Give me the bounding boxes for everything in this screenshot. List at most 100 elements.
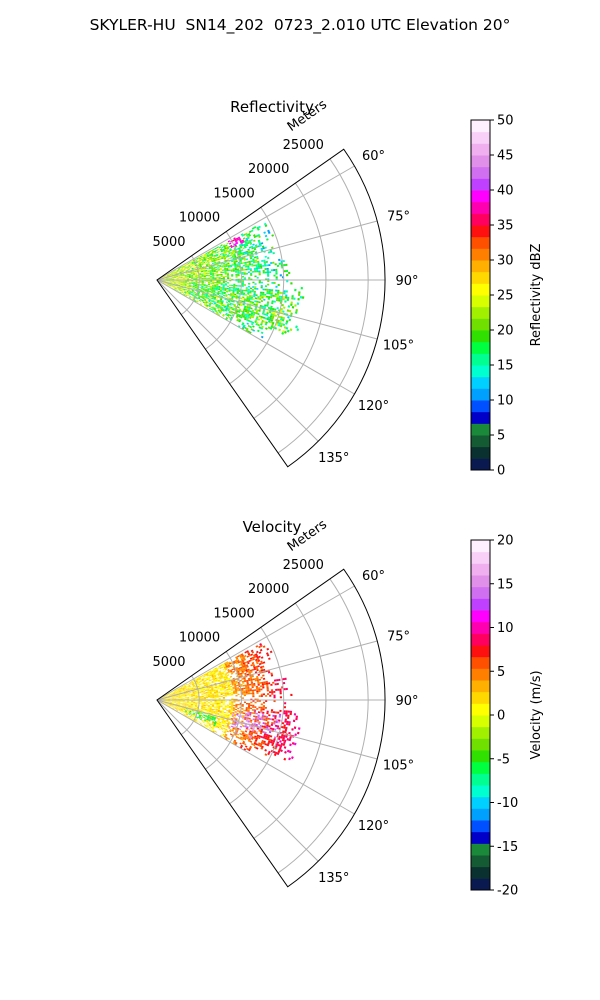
data-cell xyxy=(235,275,238,277)
data-cell xyxy=(222,248,225,251)
data-cell xyxy=(219,306,222,308)
data-cell xyxy=(184,695,187,697)
data-cell xyxy=(271,722,274,725)
data-cell xyxy=(230,306,233,309)
data-cell xyxy=(191,277,194,278)
data-cell xyxy=(213,669,216,672)
data-cell xyxy=(275,272,278,275)
data-cell xyxy=(244,305,247,308)
data-cell xyxy=(242,735,246,738)
data-cell xyxy=(187,710,190,712)
data-cell xyxy=(184,705,187,707)
data-cell xyxy=(241,276,244,278)
data-cell xyxy=(253,655,257,659)
data-cell xyxy=(227,277,230,279)
data-cell xyxy=(198,290,201,292)
data-cell xyxy=(257,683,260,686)
data-cell xyxy=(216,256,219,259)
data-cell xyxy=(167,281,170,283)
data-cell xyxy=(274,715,277,718)
data-cell xyxy=(286,280,289,283)
data-cell xyxy=(167,704,170,706)
data-cell xyxy=(264,304,267,307)
data-cell xyxy=(262,271,265,274)
data-cell xyxy=(201,295,204,297)
data-cell xyxy=(222,668,225,671)
data-cell xyxy=(266,684,269,687)
data-cell xyxy=(207,695,210,697)
data-cell xyxy=(182,688,185,690)
data-cell xyxy=(214,272,217,274)
data-cell xyxy=(218,680,221,683)
data-cell xyxy=(263,718,266,721)
data-cell xyxy=(261,259,264,262)
data-cell xyxy=(202,269,205,271)
data-cell xyxy=(200,676,203,678)
data-cell xyxy=(207,722,210,724)
data-cell xyxy=(222,708,225,710)
data-cell xyxy=(217,718,220,721)
data-cell xyxy=(209,690,212,692)
data-cell xyxy=(191,681,194,684)
data-cell xyxy=(182,269,186,271)
data-cell xyxy=(194,679,197,681)
data-cell xyxy=(226,725,229,728)
data-cell xyxy=(212,685,215,687)
panel-title: Velocity xyxy=(243,518,302,536)
data-cell xyxy=(248,733,251,736)
data-cell xyxy=(207,706,210,708)
data-cell xyxy=(201,702,204,703)
data-cell xyxy=(210,306,213,309)
data-cell xyxy=(210,712,213,714)
data-cell xyxy=(224,253,227,256)
data-cell xyxy=(235,705,238,707)
data-cell xyxy=(185,288,188,290)
data-cell xyxy=(184,701,187,703)
data-cell xyxy=(195,681,198,683)
data-cell xyxy=(204,259,207,262)
data-cell xyxy=(184,694,187,696)
data-cell xyxy=(231,697,234,699)
data-cell xyxy=(200,682,204,685)
data-cell xyxy=(268,738,272,742)
data-cell xyxy=(181,265,184,267)
data-cell xyxy=(176,270,179,272)
data-cell xyxy=(282,682,286,685)
data-cell xyxy=(280,749,283,753)
data-cell xyxy=(179,266,182,268)
data-cell xyxy=(226,306,229,309)
data-cell xyxy=(215,304,218,307)
data-cell xyxy=(252,271,255,273)
data-cell xyxy=(223,721,226,724)
data-cell xyxy=(188,707,191,708)
data-cell xyxy=(249,242,253,245)
data-cell xyxy=(285,294,288,297)
data-cell xyxy=(262,711,265,714)
data-cell xyxy=(213,297,216,300)
data-cell xyxy=(180,695,183,696)
data-cell xyxy=(222,707,225,709)
data-cell xyxy=(278,322,282,325)
data-cell xyxy=(267,742,270,745)
data-cell xyxy=(197,685,200,687)
data-cell xyxy=(167,274,170,276)
data-cell xyxy=(180,289,183,292)
data-cell xyxy=(221,677,224,680)
data-cell xyxy=(206,718,209,721)
data-cell xyxy=(172,692,175,694)
data-cell xyxy=(251,247,254,250)
data-cell xyxy=(217,265,220,267)
data-cell xyxy=(229,310,232,313)
data-cell xyxy=(245,300,248,302)
data-cell xyxy=(191,291,194,293)
data-cell xyxy=(234,245,238,248)
data-cell xyxy=(222,308,226,311)
data-cell xyxy=(172,281,175,282)
data-cell xyxy=(173,704,176,706)
data-cell xyxy=(226,710,229,712)
data-cell xyxy=(182,277,185,278)
data-cell xyxy=(231,684,235,686)
data-cell xyxy=(245,691,248,694)
data-cell xyxy=(258,728,262,731)
data-cell xyxy=(220,675,223,678)
